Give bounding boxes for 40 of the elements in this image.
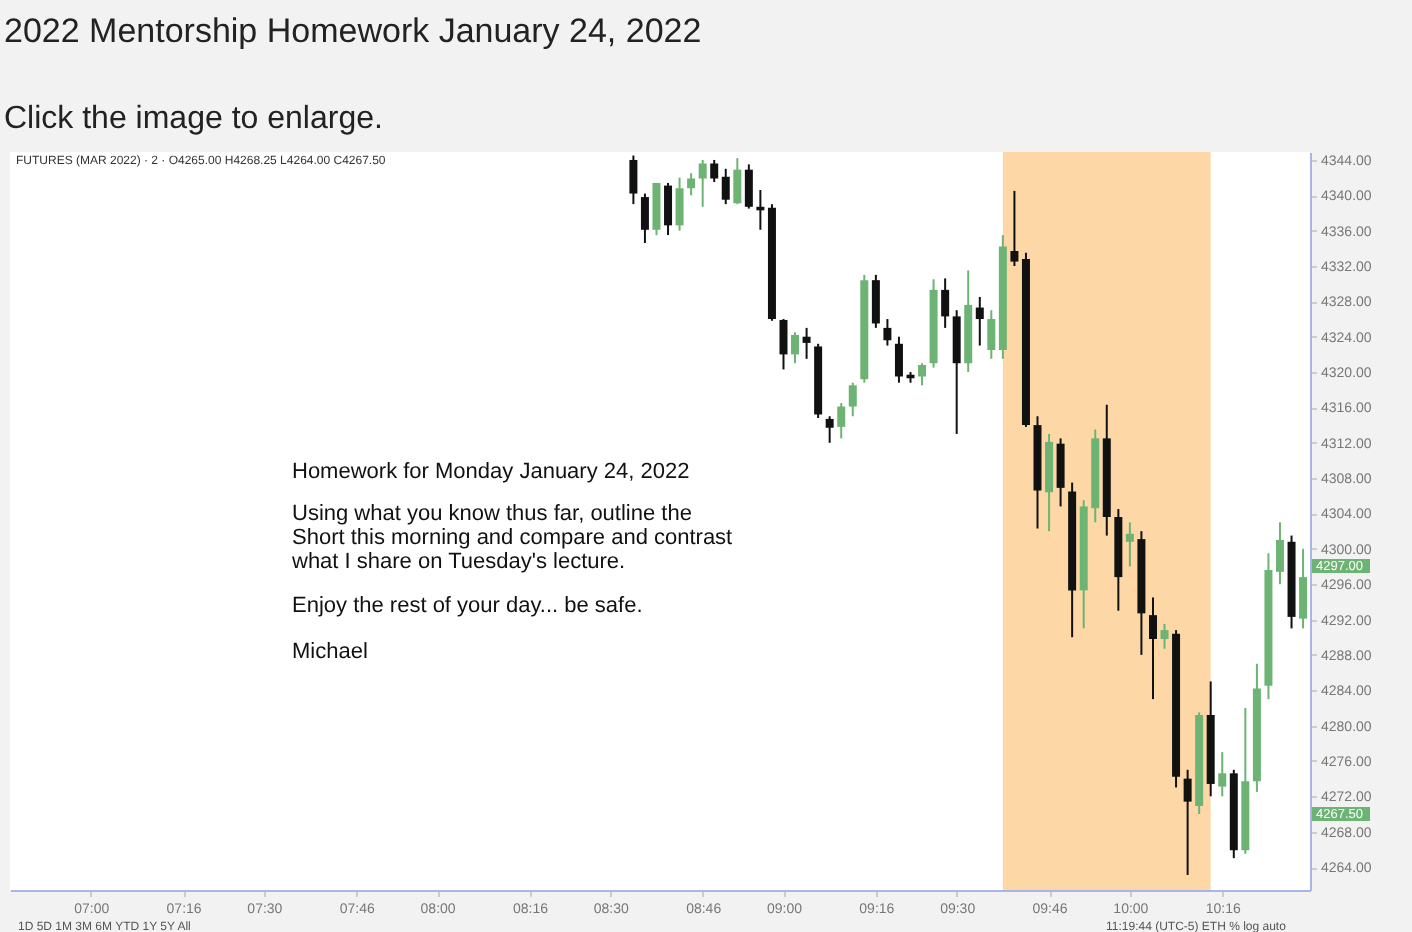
candlestick: [975, 295, 984, 347]
annotation: Homework for Monday January 24, 2022: [292, 460, 690, 484]
chart-title: 2022 Mentorship Homework January 24, 2022: [4, 11, 702, 50]
candlestick: [629, 154, 638, 206]
candlestick: [664, 181, 673, 237]
candlestick: [883, 318, 892, 347]
candlestick: [687, 172, 696, 197]
candlestick: [1010, 189, 1019, 268]
candlestick: [1056, 437, 1065, 508]
candlestick: [871, 273, 880, 329]
candlestick: [837, 402, 846, 440]
candlestick: [825, 415, 834, 444]
candlestick: [1125, 521, 1134, 568]
annotation: Enjoy the rest of your day... be safe.: [292, 594, 643, 618]
candlestick: [779, 318, 788, 371]
candlestick: [952, 309, 961, 435]
candlestick: [1299, 547, 1308, 630]
annotation: Using what you know thus far, outline the Short this morning and compare and contrast what I share on Tuesday's lecture.: [290, 502, 733, 574]
candlestick: [1148, 596, 1157, 701]
candlestick: [791, 331, 800, 365]
candlestick: [1160, 622, 1169, 650]
candlestick: [652, 181, 661, 237]
annotation: Michael: [292, 640, 368, 664]
candlestick: [1183, 768, 1192, 876]
candlestick: [640, 192, 649, 245]
candlestick: [721, 167, 730, 206]
candlestick: [1218, 751, 1227, 798]
candlestick: [802, 326, 811, 360]
candlestick: [918, 362, 927, 387]
candlestick: [698, 158, 707, 208]
candlestick: [941, 277, 950, 329]
candlestick: [987, 309, 996, 360]
candlestick: [1275, 521, 1284, 586]
candlestick: [675, 176, 684, 232]
candlestick: [744, 163, 753, 210]
candlestick: [733, 157, 742, 206]
candlestick: [710, 158, 719, 184]
chart-subtitle: Click the image to enlarge.: [4, 101, 383, 136]
candlestick: [848, 381, 857, 418]
candlestick: [894, 335, 903, 384]
